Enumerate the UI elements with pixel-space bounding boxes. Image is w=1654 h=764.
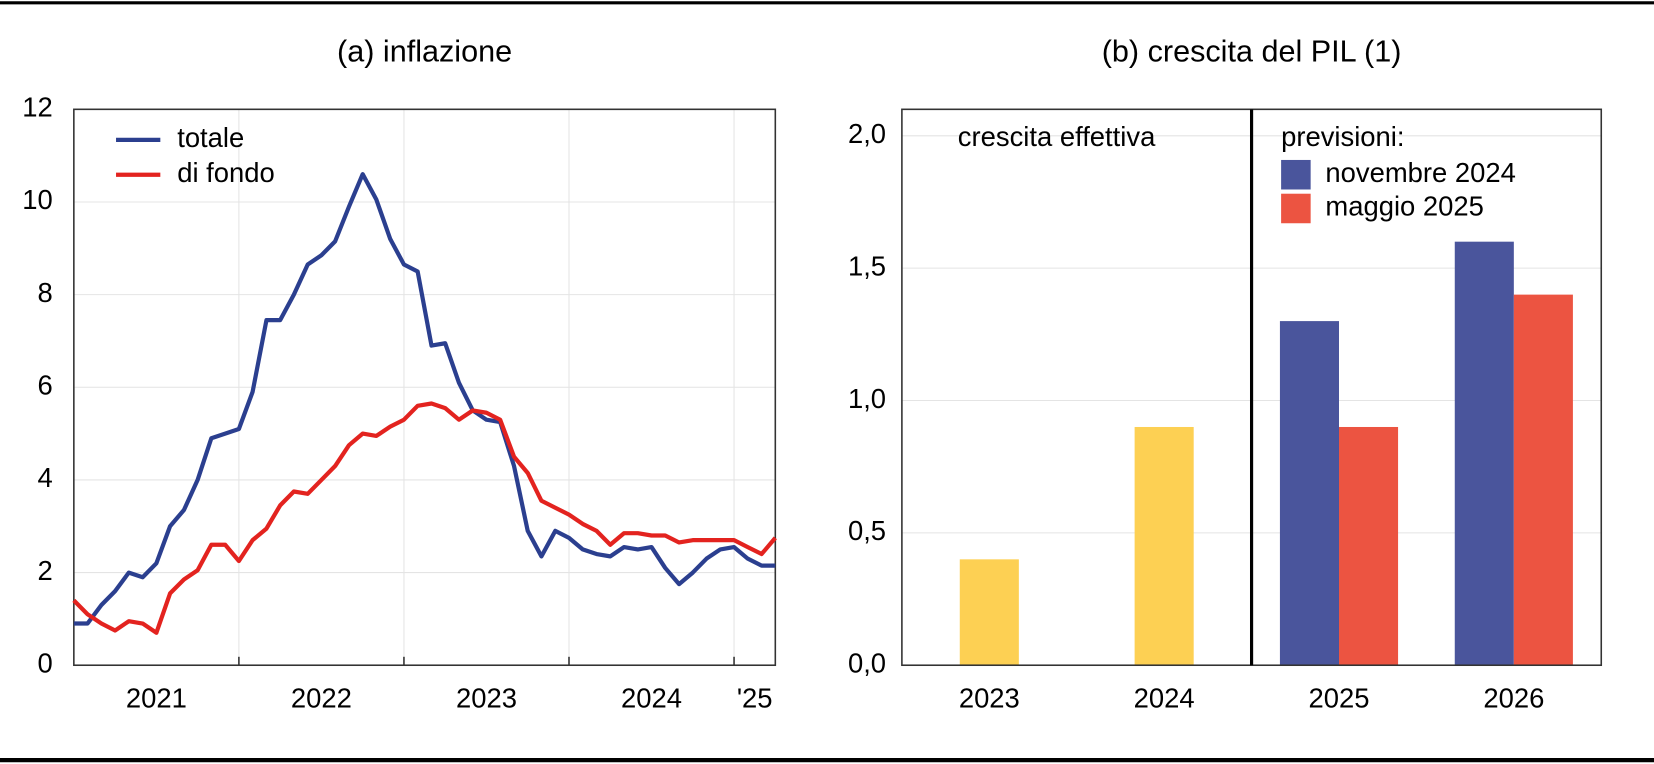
- x-tick-label: '25: [737, 682, 773, 713]
- legend-swatch: [1281, 159, 1311, 190]
- plot-frame: [73, 108, 777, 667]
- bar: [1454, 241, 1514, 666]
- x-tick-label: 2025: [1309, 682, 1370, 713]
- y-tick-label: 1,0: [848, 383, 886, 414]
- bar: [1338, 426, 1399, 666]
- legend-label: novembre 2024: [1325, 157, 1515, 188]
- x-tick-label: 2023: [959, 682, 1020, 713]
- legend-label: maggio 2025: [1325, 191, 1483, 222]
- legend-label: di fondo: [177, 157, 275, 188]
- legend-swatch: [1281, 193, 1311, 224]
- chart-title: (b) crescita del PIL (1): [1102, 34, 1402, 68]
- bar: [1279, 321, 1339, 666]
- chart-title: (a) inflazione: [337, 34, 512, 68]
- legend-title: previsioni:: [1281, 121, 1404, 152]
- y-tick-label: 2: [37, 555, 52, 586]
- y-tick-label: 2,0: [848, 118, 886, 149]
- x-tick-label: 2023: [456, 682, 517, 713]
- bar: [1513, 294, 1573, 666]
- legend-label: totale: [177, 122, 244, 153]
- x-tick-label: 2026: [1483, 682, 1544, 713]
- line-series: [72, 401, 777, 635]
- bar: [959, 559, 1019, 666]
- line-series: [73, 172, 776, 626]
- y-tick-label: 4: [37, 462, 52, 493]
- y-tick-label: 0: [37, 647, 52, 678]
- x-tick-label: 2024: [1134, 682, 1195, 713]
- annotation: crescita effettiva: [958, 121, 1156, 152]
- y-tick-label: 8: [37, 277, 52, 308]
- y-tick-label: 10: [22, 184, 52, 215]
- y-tick-label: 0,5: [848, 515, 886, 546]
- y-tick-label: 0,0: [848, 647, 886, 678]
- y-tick-label: 12: [22, 92, 52, 123]
- x-tick-label: 2024: [621, 682, 682, 713]
- y-tick-label: 1,5: [848, 250, 886, 281]
- bar: [1134, 426, 1194, 666]
- x-tick-label: 2022: [291, 682, 352, 713]
- x-tick-label: 2021: [126, 682, 187, 713]
- y-tick-label: 6: [37, 370, 52, 401]
